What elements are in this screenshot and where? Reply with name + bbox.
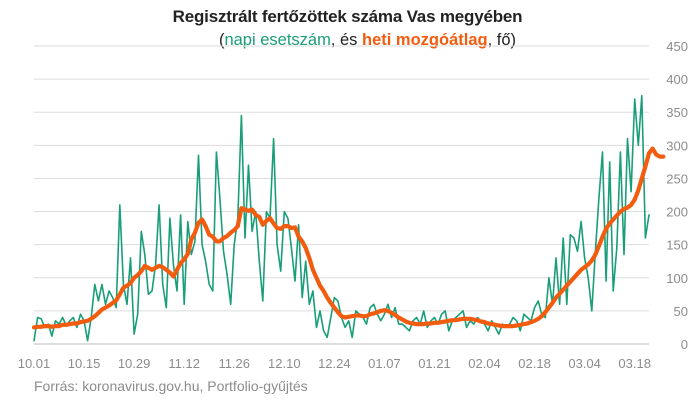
- subtitle-open: (: [218, 31, 225, 49]
- y-tick-label: 450: [666, 39, 688, 54]
- chart-subtitle: (napi esetszám, és heti mozgóátlag, fő): [0, 31, 695, 50]
- source-note: Forrás: koronavirus.gov.hu, Portfolio-gy…: [34, 378, 308, 394]
- x-tick-label: 01.07: [368, 356, 401, 371]
- x-tick-label: 10.01: [18, 356, 51, 371]
- y-tick-label: 400: [666, 72, 688, 87]
- daily-cases-line: [33, 94, 650, 342]
- y-tick-label: 100: [666, 271, 688, 286]
- x-tick-label: 12.24: [318, 356, 351, 371]
- y-tick-label: 200: [666, 205, 688, 220]
- y-tick-label: 150: [666, 238, 688, 253]
- y-tick-label: 50: [674, 304, 688, 319]
- x-tick-label: 03.04: [568, 356, 601, 371]
- subtitle-close: , fő): [487, 31, 517, 49]
- y-tick-label: 250: [666, 171, 688, 186]
- subtitle-mid: , és: [330, 31, 363, 49]
- x-tick-label: 03.18: [618, 356, 651, 371]
- subtitle-daily-legend: napi esetszám: [224, 31, 331, 49]
- grid-lines: [34, 45, 649, 345]
- x-axis-ticks: 10.01 10.15 10.29 11.12 11.26 12.10 12.24 01.07…: [18, 356, 651, 371]
- x-tick-label: 10.29: [118, 356, 151, 371]
- x-tick-label: 02.04: [468, 356, 501, 371]
- chart-title: Regisztrált fertőzöttek száma Vas megyéb…: [172, 7, 523, 26]
- x-tick-label: 11.12: [168, 356, 200, 371]
- y-axis-ticks: 0 50 100 150 200 250 300 350 400 450: [666, 39, 688, 352]
- x-tick-label: 02.18: [518, 356, 551, 371]
- subtitle-weekly-legend: heti mozgóátlag: [362, 31, 488, 49]
- y-tick-label: 350: [666, 105, 688, 120]
- x-tick-label: 12.10: [268, 356, 301, 371]
- y-tick-label: 300: [666, 138, 688, 153]
- x-tick-label: 01.21: [418, 356, 451, 371]
- weekly-average-line: [31, 146, 666, 330]
- y-tick-label: 0: [681, 337, 688, 352]
- x-tick-label: 10.15: [68, 356, 101, 371]
- x-tick-label: 11.26: [218, 356, 250, 371]
- series-lines: [31, 94, 666, 342]
